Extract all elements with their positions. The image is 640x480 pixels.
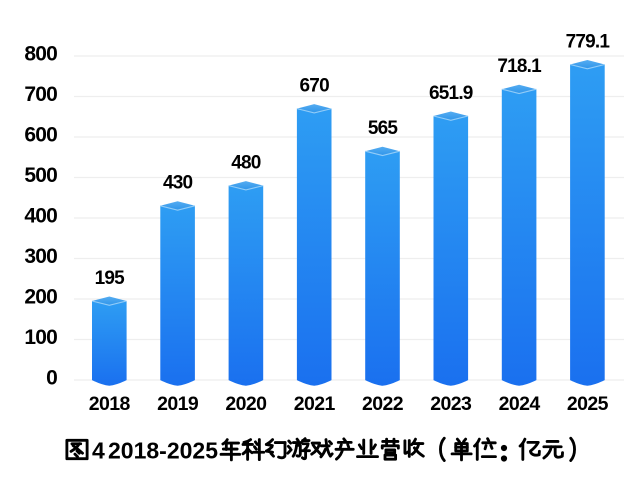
svg-text:300: 300: [24, 245, 57, 268]
svg-text:2025: 2025: [567, 393, 609, 415]
svg-text:700: 700: [24, 83, 57, 106]
svg-text:500: 500: [24, 164, 57, 187]
svg-text:430: 430: [163, 173, 193, 194]
svg-text:200: 200: [24, 286, 57, 309]
svg-text:100: 100: [24, 326, 57, 349]
svg-text:400: 400: [24, 205, 57, 228]
svg-text:2020: 2020: [225, 393, 267, 415]
svg-text:480: 480: [231, 152, 261, 173]
svg-text:800: 800: [24, 43, 57, 66]
svg-text:651.9: 651.9: [429, 83, 473, 104]
svg-text:670: 670: [300, 75, 330, 96]
svg-text:2022: 2022: [362, 393, 404, 415]
svg-text:600: 600: [24, 124, 57, 147]
svg-text:779.1: 779.1: [566, 31, 611, 52]
svg-text:2021: 2021: [294, 393, 336, 415]
svg-text:2018: 2018: [89, 393, 131, 415]
svg-text:718.1: 718.1: [497, 56, 542, 77]
svg-text:0: 0: [46, 367, 57, 390]
svg-text:195: 195: [95, 268, 126, 289]
svg-text:2024: 2024: [499, 393, 541, 415]
svg-text:2019: 2019: [157, 393, 199, 415]
svg-text:2023: 2023: [430, 393, 472, 415]
svg-text:2018-2025: 2018-2025: [108, 438, 218, 464]
svg-text:565: 565: [368, 118, 399, 139]
svg-text:4: 4: [92, 438, 105, 464]
